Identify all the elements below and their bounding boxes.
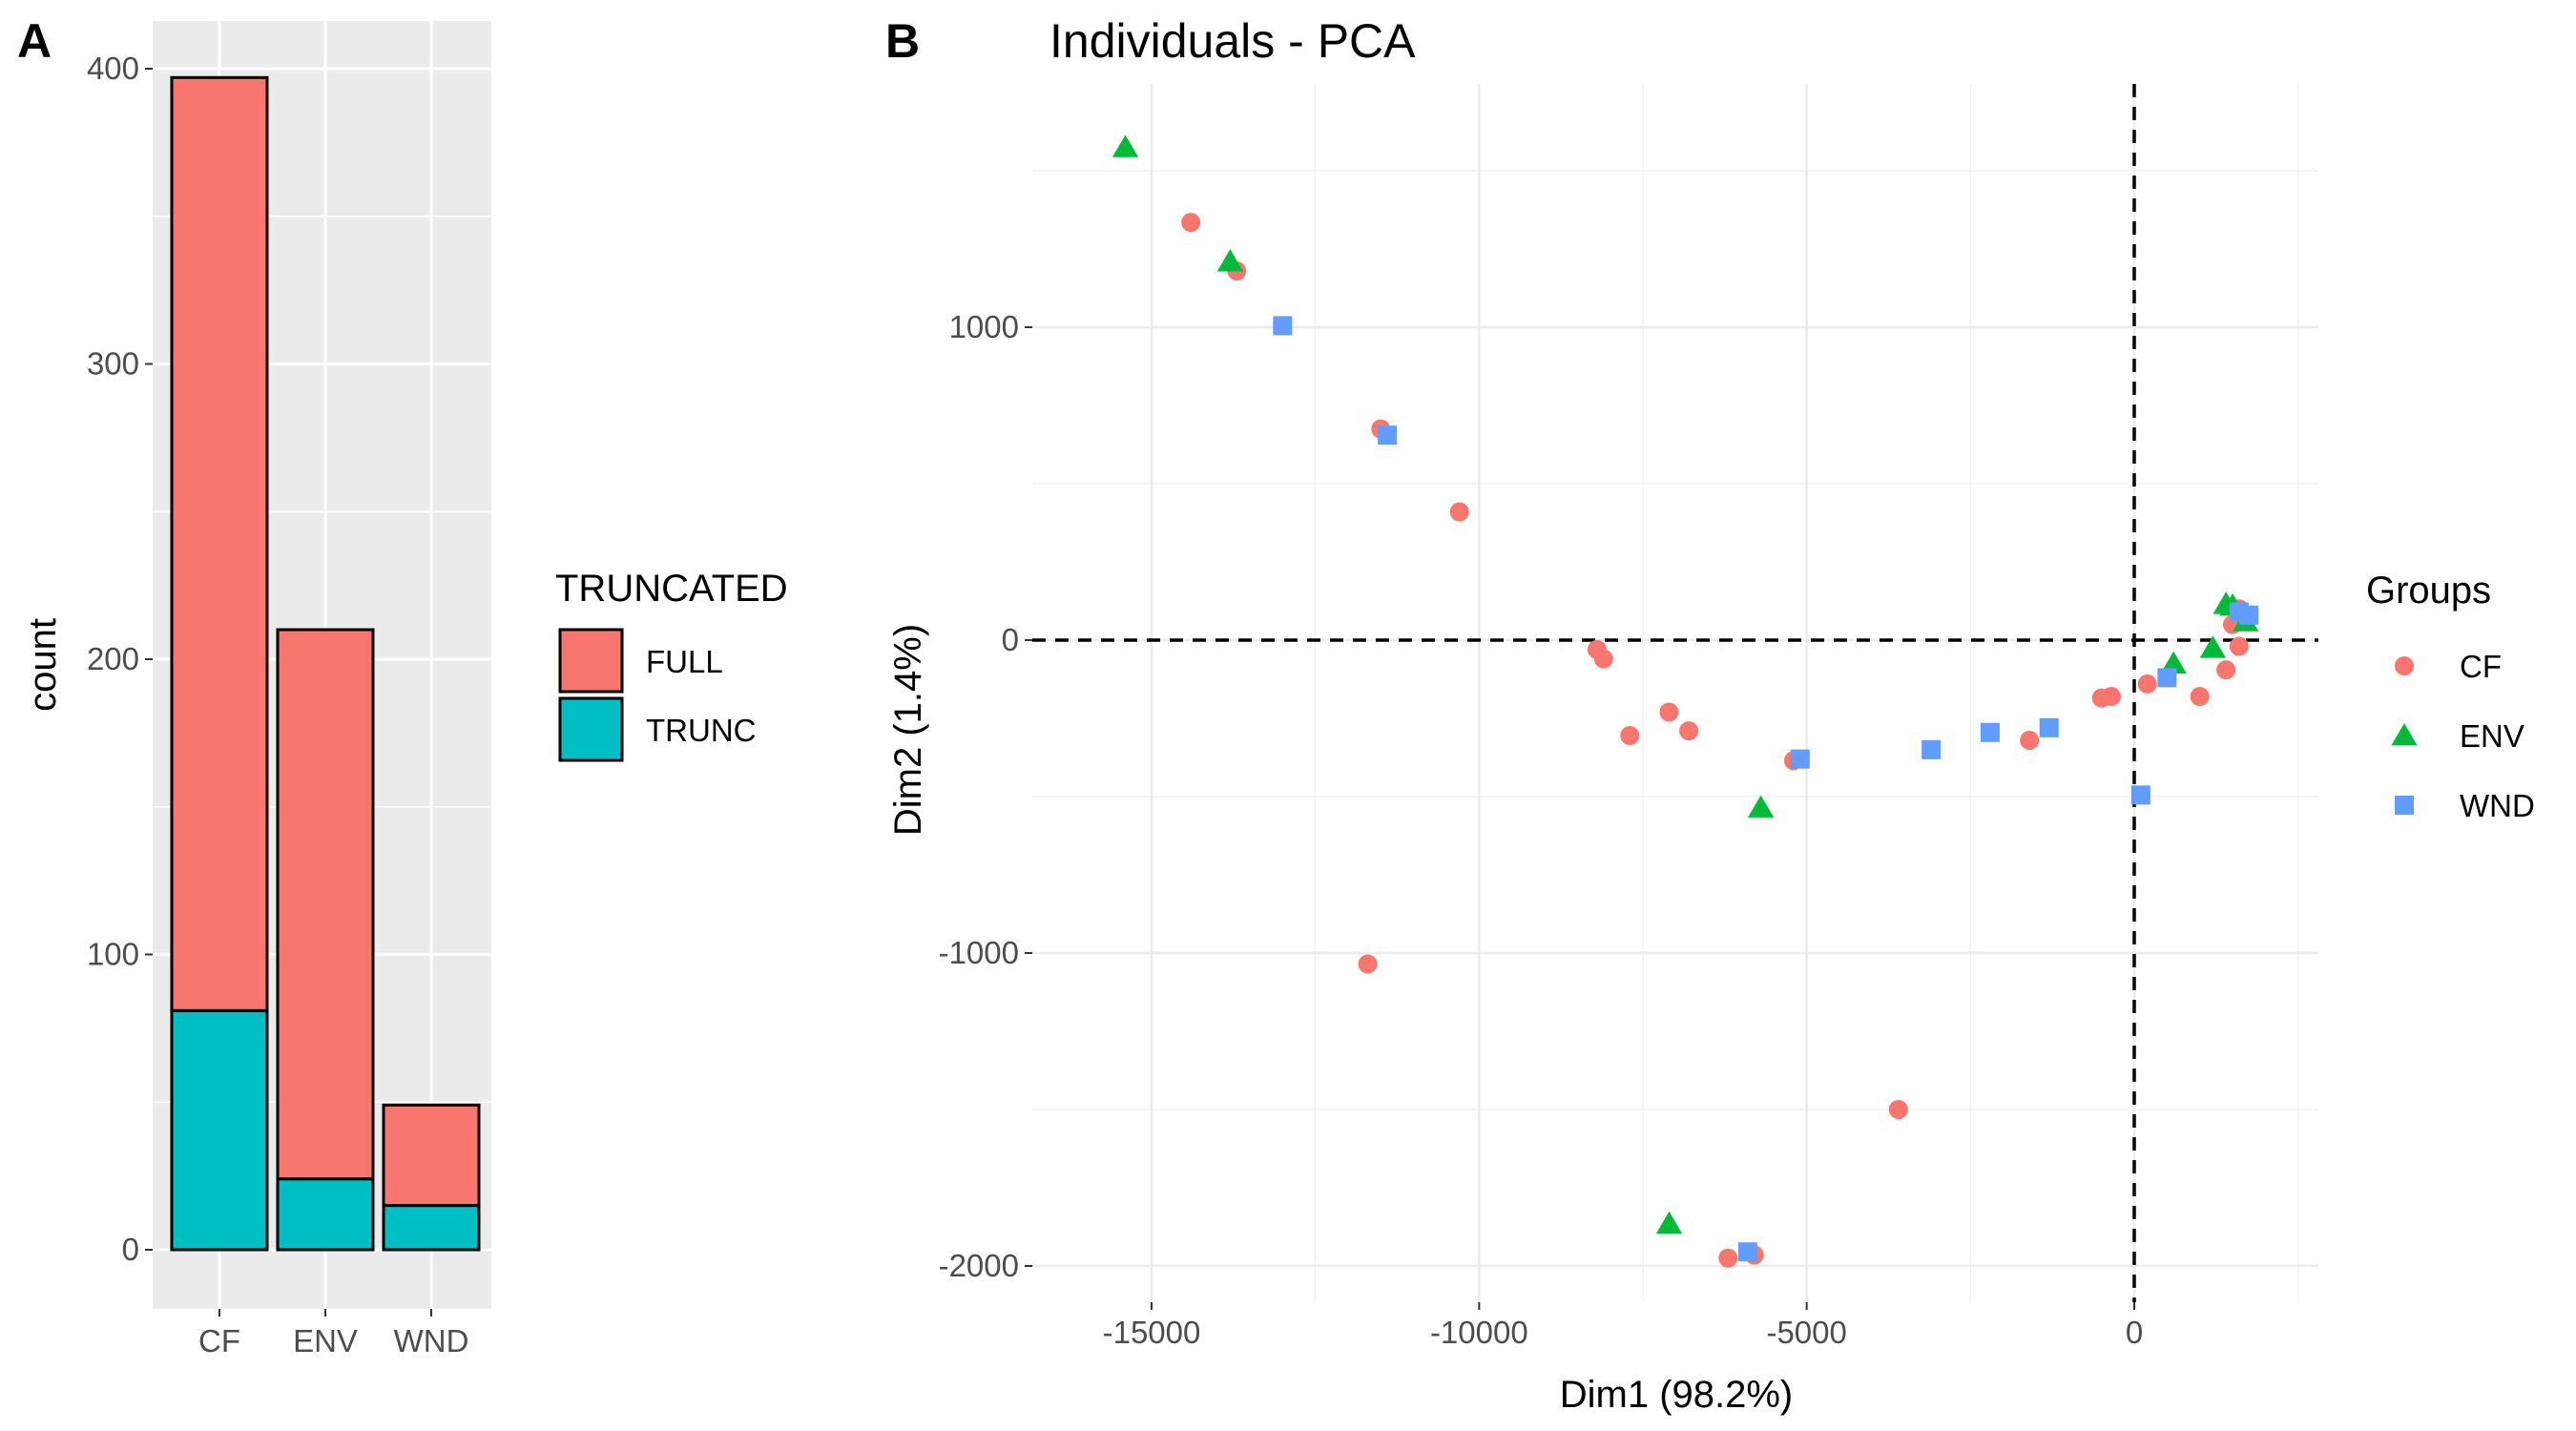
bar-chart: 0 100 200 300 400 CF ENV WND count xyxy=(22,21,491,1358)
bar-legend-label-full: FULL xyxy=(646,644,723,679)
bar-series xyxy=(170,75,481,1252)
pca-point-env xyxy=(1747,795,1775,818)
pca-y-tick-label: -1000 xyxy=(939,935,1019,970)
bar-x-tick-label: ENV xyxy=(293,1323,358,1358)
panel-b-label: B xyxy=(885,14,920,68)
bar-full-cf xyxy=(170,75,269,1012)
pca-x-tick-label: -15000 xyxy=(1103,1315,1201,1350)
pca-point-env xyxy=(1111,135,1139,157)
bar-legend-key-trunc xyxy=(558,696,624,762)
pca-x-tick-label: 0 xyxy=(2126,1315,2143,1350)
pca-point-cf xyxy=(1358,954,1378,974)
pca-reference-lines xyxy=(1032,84,2318,1302)
pca-grid xyxy=(1032,84,2318,1302)
pca-y-axis-label: Dim2 (1.4%) xyxy=(887,624,929,836)
pca-point-cf xyxy=(1888,1100,1908,1119)
bar-x-tick-label: WND xyxy=(394,1323,469,1358)
panel-a-label: A xyxy=(17,14,52,68)
pca-point-cf xyxy=(1679,721,1699,741)
bar-legend-title: TRUNCATED xyxy=(555,568,788,610)
pca-point-env xyxy=(1216,249,1244,272)
bar-full-env xyxy=(276,628,375,1181)
bar-trunc-cf xyxy=(170,1008,269,1252)
bar-y-tick-label: 300 xyxy=(87,346,139,382)
bar-axes: 0 100 200 300 400 CF ENV WND xyxy=(87,51,468,1358)
bar-x-tick-label: CF xyxy=(198,1323,240,1358)
pca-x-tick-label: -10000 xyxy=(1430,1315,1528,1350)
pca-point-wnd xyxy=(1922,739,1942,759)
pca-legend-title: Groups xyxy=(2366,570,2491,612)
pca-point-cf xyxy=(2216,660,2236,680)
bar-trunc-wnd xyxy=(382,1204,481,1252)
pca-point-wnd xyxy=(1790,749,1810,769)
pca-point-wnd xyxy=(2039,717,2059,737)
bar-y-tick-label: 200 xyxy=(87,641,139,676)
bar-y-tick-label: 400 xyxy=(87,51,139,86)
pca-legend-key-cf xyxy=(2395,656,2414,675)
pca-y-tick-label: 1000 xyxy=(949,309,1019,344)
pca-point-cf xyxy=(2190,687,2210,707)
pca-point-wnd xyxy=(1737,1242,1757,1262)
bar-y-tick-label: 100 xyxy=(87,937,139,972)
bar-full-wnd xyxy=(382,1103,481,1208)
pca-point-wnd xyxy=(2157,668,2177,688)
bar-trunc-env xyxy=(276,1177,375,1252)
pca-y-tick-label: -2000 xyxy=(939,1248,1019,1283)
bar-legend-label-trunc: TRUNC xyxy=(646,713,756,748)
pca-point-cf xyxy=(1181,213,1201,233)
pca-title: Individuals - PCA xyxy=(1049,14,1416,68)
pca-legend-key-env xyxy=(2391,723,2418,746)
pca-point-env xyxy=(2160,651,2187,674)
pca-x-tick-label: -5000 xyxy=(1766,1315,1846,1350)
pca-legend: Groups CF ENV WND xyxy=(2366,570,2535,823)
bar-legend: TRUNCATED FULL TRUNC xyxy=(555,568,788,762)
pca-series-wnd xyxy=(1273,316,2259,1262)
pca-x-axis-label: Dim1 (98.2%) xyxy=(1560,1374,1794,1416)
pca-point-wnd xyxy=(1273,316,1293,336)
pca-point-cf xyxy=(2101,687,2121,707)
pca-point-cf xyxy=(2229,636,2249,656)
pca-legend-label-cf: CF xyxy=(2460,649,2502,684)
pca-point-cf xyxy=(1718,1248,1738,1268)
pca-point-wnd xyxy=(2239,605,2259,625)
pca-point-wnd xyxy=(1980,722,2000,742)
pca-point-cf xyxy=(1593,649,1613,669)
pca-legend-key-wnd xyxy=(2395,796,2414,815)
pca-series-cf xyxy=(1181,213,2255,1268)
pca-points xyxy=(1111,135,2259,1268)
pca-point-cf xyxy=(2137,674,2157,694)
pca-legend-label-wnd: WND xyxy=(2460,788,2535,823)
pca-point-cf xyxy=(1620,726,1640,746)
bar-y-axis-label: count xyxy=(22,618,64,712)
pca-point-wnd xyxy=(1378,425,1398,446)
pca-point-env xyxy=(2199,635,2227,658)
pca-point-cf xyxy=(2020,730,2040,750)
pca-legend-label-env: ENV xyxy=(2460,718,2524,754)
pca-scatter-chart: Individuals - PCA -15000 -10000 -5000 0-200… xyxy=(887,14,2318,1416)
pca-point-cf xyxy=(1449,502,1469,522)
pca-point-env xyxy=(1655,1211,1683,1234)
bar-y-tick-label: 0 xyxy=(122,1232,139,1267)
pca-y-tick-label: 0 xyxy=(1002,622,1019,657)
pca-point-cf xyxy=(1659,702,1679,722)
pca-point-wnd xyxy=(2130,785,2150,805)
bar-legend-key-full xyxy=(558,628,624,694)
